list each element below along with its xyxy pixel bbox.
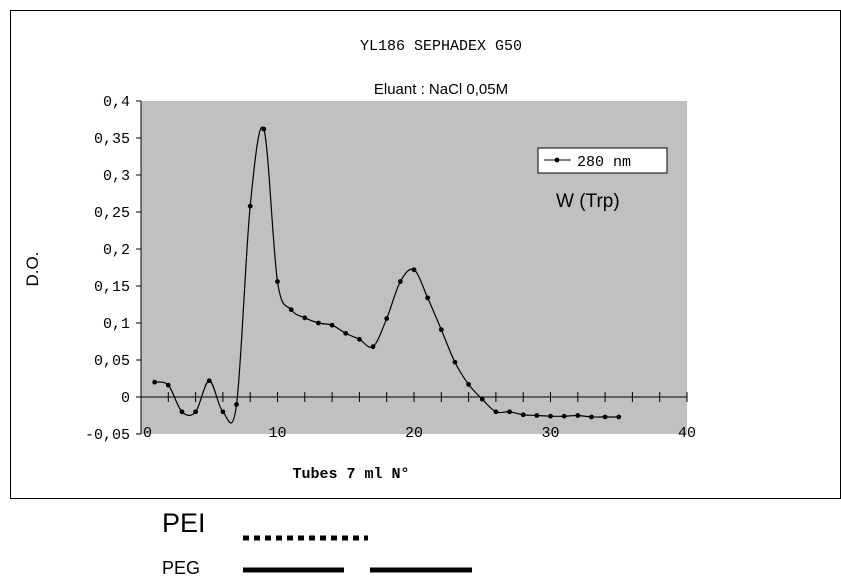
data-point [548, 413, 553, 419]
x-axis-label: Tubes 7 ml N° [292, 466, 409, 483]
legend-label: 280 nm [577, 154, 631, 171]
x-tick-label: 10 [268, 425, 286, 442]
x-tick-label: 20 [405, 425, 423, 442]
y-tick-label: 0 [121, 390, 130, 407]
data-point [452, 359, 458, 365]
data-point [343, 330, 349, 336]
data-point [602, 414, 608, 420]
y-tick-label: 0,35 [94, 131, 130, 148]
annotation-w-trp: W (Trp) [556, 191, 620, 212]
y-tick-label: -0,05 [85, 427, 130, 444]
data-point [370, 344, 376, 350]
chart-title: YL186 SEPHADEX G50 [360, 38, 522, 55]
data-point [534, 413, 540, 418]
data-point [316, 320, 321, 326]
y-tick-label: 0,1 [103, 316, 130, 333]
x-tick-label: 0 [143, 425, 152, 442]
data-point [384, 316, 390, 321]
data-point [616, 414, 622, 420]
data-point [438, 327, 444, 333]
data-point [247, 203, 253, 209]
y-tick-label: 0,25 [94, 205, 130, 222]
data-point [261, 126, 267, 132]
y-axis-label: D.O. [23, 252, 42, 287]
y-tick-label: 0,05 [94, 353, 130, 370]
chart-frame: YL186 SEPHADEX G50 Eluant : NaCl 0,05M -0,… [10, 10, 841, 499]
data-point [206, 378, 212, 384]
data-point [152, 379, 158, 385]
peg-label: PEG [162, 558, 201, 578]
data-point [234, 402, 239, 407]
data-point [493, 409, 499, 415]
data-point [165, 382, 171, 388]
data-point [589, 414, 594, 420]
data-point [520, 412, 526, 418]
chart-subtitle: Eluant : NaCl 0,05M [374, 81, 508, 98]
data-point [179, 409, 185, 415]
data-point [561, 413, 567, 419]
data-point [329, 322, 335, 328]
data-point [288, 307, 294, 313]
chart: YL186 SEPHADEX G50 Eluant : NaCl 0,05M -0,… [23, 38, 696, 483]
x-tick-label: 40 [678, 425, 696, 442]
legend-marker [554, 157, 560, 163]
data-point [357, 336, 362, 342]
y-tick-label: 0,2 [103, 242, 130, 259]
y-tick-label: 0,3 [103, 168, 130, 185]
pei-label: PEI [162, 508, 206, 538]
data-point [479, 396, 485, 402]
data-point [411, 267, 417, 273]
data-point [575, 413, 581, 418]
data-point [397, 279, 403, 284]
data-point [507, 409, 512, 415]
data-point [302, 315, 308, 321]
x-tick-label: 30 [541, 425, 559, 442]
data-point [275, 279, 280, 284]
y-tick-label: 0,15 [94, 279, 130, 296]
data-point [466, 382, 471, 387]
data-point [425, 295, 431, 301]
data-point [220, 409, 226, 415]
data-point [193, 409, 199, 415]
y-tick-label: 0,4 [103, 94, 130, 111]
